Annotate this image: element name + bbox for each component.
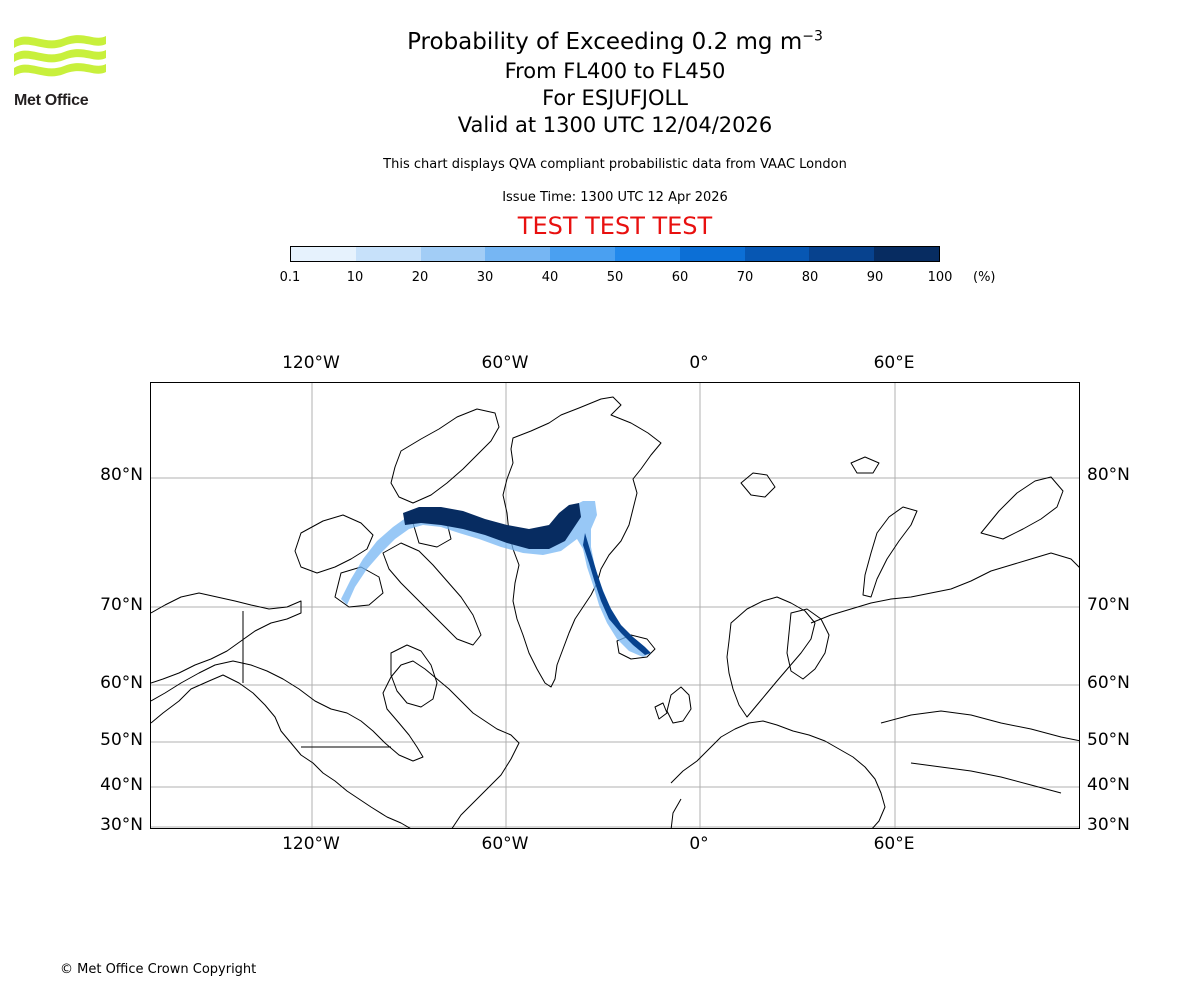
chart-title: Probability of Exceeding 0.2 mg m−3: [300, 26, 930, 58]
scandinavia-coast: [726, 596, 816, 718]
lat-label-left: 30°N: [100, 815, 143, 835]
novaya-zemlya: [862, 506, 918, 598]
colorbar-swatch: [550, 247, 615, 261]
colorbar-swatch: [355, 247, 421, 261]
graticule: [151, 383, 1079, 828]
volcano-name: For ESJUFJOLL: [542, 86, 688, 110]
colorbar-tick-label: 30: [476, 270, 494, 285]
copyright-notice: © Met Office Crown Copyright: [60, 962, 257, 977]
flight-level-range: From FL400 to FL450: [504, 59, 726, 83]
lon-label-bottom: 0°: [689, 834, 709, 854]
map-frame: [150, 382, 1080, 829]
wave-logo-icon: [14, 35, 106, 77]
colorbar-swatch: [874, 247, 939, 261]
colorbar-tick-label: 20: [411, 270, 429, 285]
baffin-coast: [382, 542, 482, 646]
lat-label-left: 70°N: [100, 595, 143, 615]
colorbar-tick-label: 10: [346, 270, 364, 285]
valid-time: Valid at 1300 UTC 12/04/2026: [457, 113, 773, 137]
title-exponent: −3: [802, 28, 823, 45]
arctic-archipelago: [294, 514, 374, 574]
lon-label-top: 60°W: [481, 353, 529, 373]
lat-label-left: 60°N: [100, 673, 143, 693]
british-isles: [666, 686, 692, 724]
siberia-coast: [810, 552, 1079, 624]
europe-coast: [670, 720, 886, 828]
finland-coast: [786, 608, 830, 680]
test-banner: TEST TEST TEST: [517, 212, 713, 240]
logo-text: Met Office: [14, 92, 89, 109]
colorbar-swatch: [614, 247, 680, 261]
chart-titles: Probability of Exceeding 0.2 mg m−3 From…: [300, 26, 930, 139]
lon-label-top: 0°: [689, 353, 709, 373]
coastlines: [151, 396, 1079, 828]
lat-label-right: 30°N: [1087, 815, 1130, 835]
lon-label-bottom: 60°W: [481, 834, 529, 854]
hudson-bay-coast: [390, 644, 438, 708]
colorbar-tick-label: 70: [736, 270, 754, 285]
svalbard-coast: [740, 472, 776, 498]
lat-label-right: 80°N: [1087, 465, 1130, 485]
lat-label-right: 50°N: [1087, 730, 1130, 750]
chart-subtitle: This chart displays QVA compliant probab…: [383, 157, 847, 172]
colorbar-swatch: [485, 247, 551, 261]
ash-plume: [341, 501, 651, 657]
lon-label-bottom: 120°W: [282, 834, 340, 854]
lon-label-top: 120°W: [282, 353, 340, 373]
lon-label-top: 60°E: [873, 353, 915, 373]
taymyr-coast: [980, 476, 1064, 540]
colorbar-swatch: [679, 247, 745, 261]
colorbar-swatch: [809, 247, 875, 261]
lat-label-left: 50°N: [100, 730, 143, 750]
colorbar-tick-label: 0.1: [279, 270, 301, 285]
map-canvas: [151, 383, 1079, 828]
colorbar-tick-label: 100: [927, 270, 953, 285]
lat-label-left: 80°N: [100, 465, 143, 485]
lat-label-right: 40°N: [1087, 775, 1130, 795]
asia-border: [880, 710, 1079, 794]
colorbar-tick-label: 60: [671, 270, 689, 285]
plume-band-low: [341, 501, 651, 657]
lon-label-bottom: 60°E: [873, 834, 915, 854]
colorbar-tick-label: 90: [866, 270, 884, 285]
title-prefix: Probability of Exceeding 0.2 mg m: [407, 29, 803, 55]
met-office-logo: [14, 30, 114, 112]
colorbar-swatch: [420, 247, 486, 261]
probability-colorbar: [290, 246, 940, 262]
greenland-coast: [502, 396, 662, 688]
north-america-coast: [151, 660, 520, 828]
british-isles-2: [654, 702, 668, 720]
colorbar-swatch: [744, 247, 810, 261]
colorbar-swatch: [291, 247, 356, 261]
plume-band-high: [403, 503, 581, 549]
lat-label-right: 70°N: [1087, 595, 1130, 615]
ellesmere-coast: [390, 408, 500, 504]
franz-josef: [850, 456, 880, 474]
lat-label-right: 60°N: [1087, 673, 1130, 693]
canada-us-border: [242, 611, 391, 748]
issue-time: Issue Time: 1300 UTC 12 Apr 2026: [502, 190, 728, 205]
lat-label-left: 40°N: [100, 775, 143, 795]
colorbar-tick-label: 80: [801, 270, 819, 285]
colorbar-tick-label: 50: [606, 270, 624, 285]
colorbar-tick-label: 40: [541, 270, 559, 285]
colorbar-unit: (%): [973, 270, 996, 285]
alaska-coast: [151, 592, 302, 684]
